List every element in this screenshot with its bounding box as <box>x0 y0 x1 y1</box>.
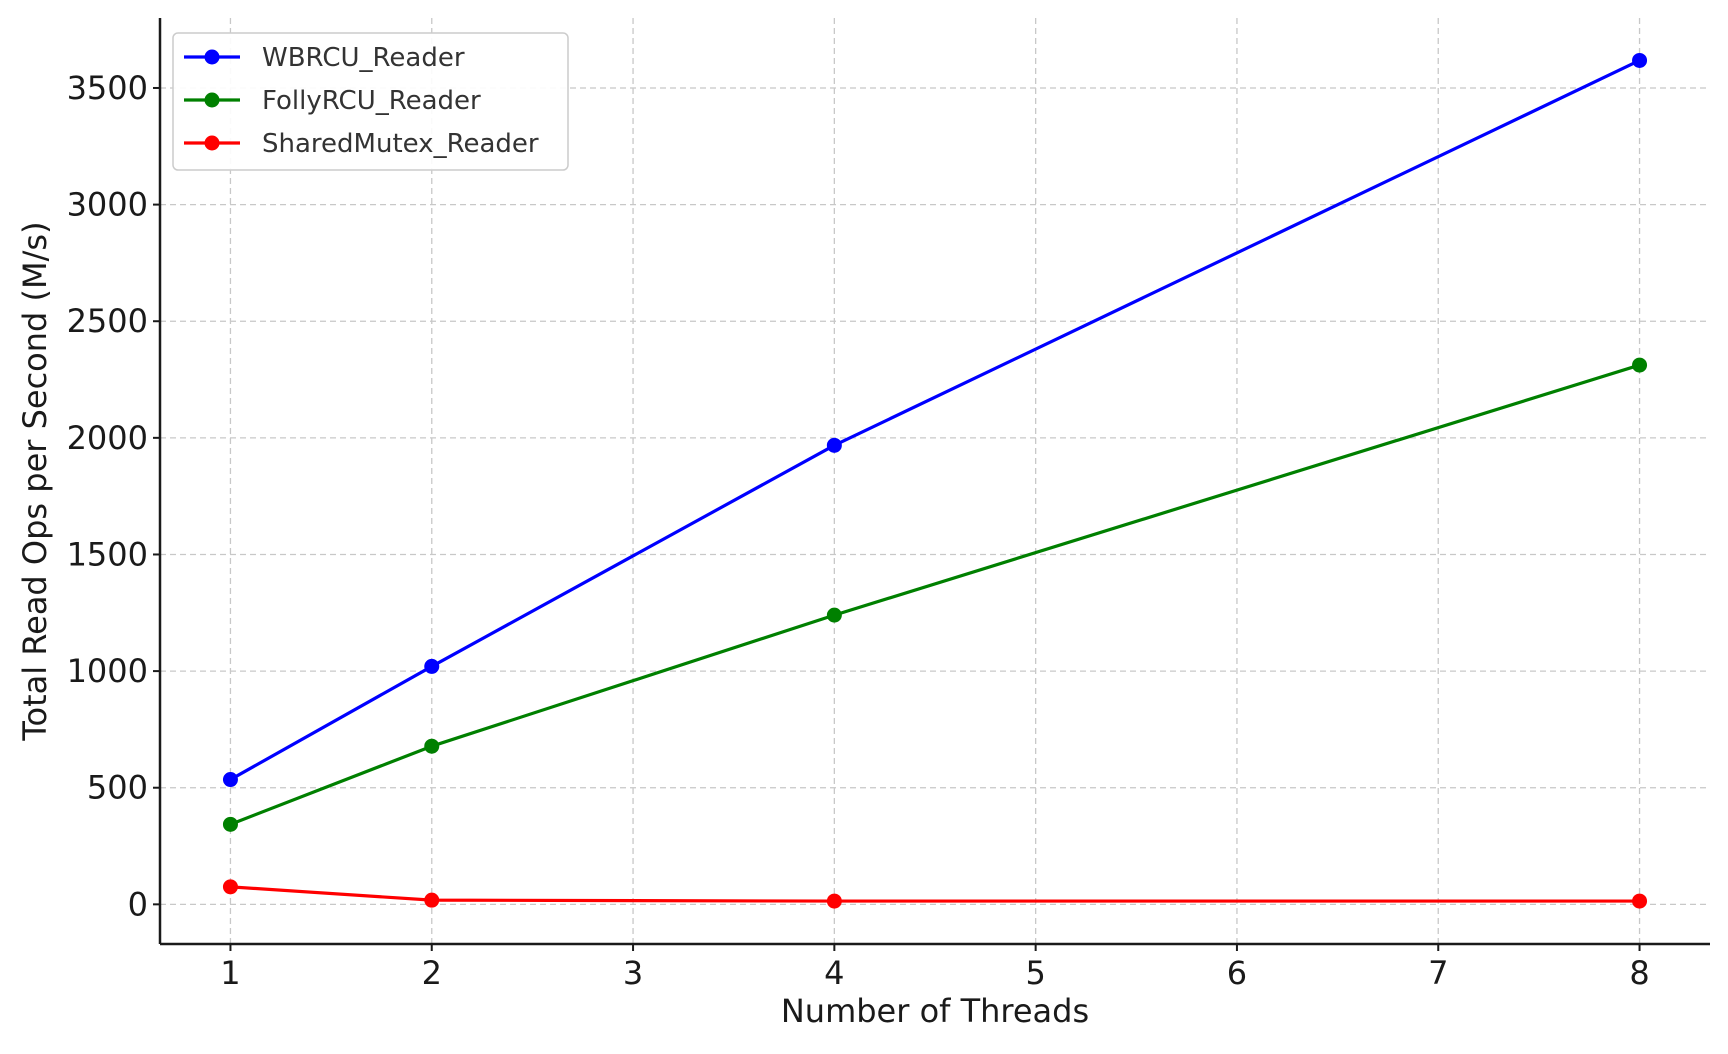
y-tick-label: 3000 <box>67 186 148 224</box>
y-axis-title: Total Read Ops per Second (M/s) <box>16 221 54 741</box>
legend-entry: SharedMutex_Reader <box>184 129 539 159</box>
legend-swatch-marker <box>204 49 220 65</box>
series-group <box>222 357 1648 832</box>
legend-swatch-marker <box>204 92 220 108</box>
data-point <box>1632 893 1648 909</box>
data-point <box>826 893 842 909</box>
y-ticks: 0 500 1000 1500 2000 2500 3000 3500 <box>67 69 160 923</box>
grid <box>160 18 1710 944</box>
legend-entry: WBRCU_Reader <box>184 43 465 73</box>
x-tick-label: 4 <box>824 954 844 992</box>
series-group <box>222 52 1648 788</box>
y-tick-label: 2500 <box>67 302 148 340</box>
legend: WBRCU_Reader FollyRCU_Reader SharedMutex_R… <box>172 32 569 171</box>
y-tick-label: 1500 <box>67 535 148 573</box>
x-tick-label: 5 <box>1025 954 1045 992</box>
axes <box>158 18 1710 946</box>
x-tick-label: 2 <box>422 954 442 992</box>
data-point <box>222 816 238 832</box>
y-tick-label: 1000 <box>67 652 148 690</box>
x-tick-label: 6 <box>1227 954 1247 992</box>
x-ticks: 1 2 3 4 5 6 7 8 <box>220 944 1650 992</box>
data-point <box>1632 357 1648 373</box>
data-point <box>424 738 440 754</box>
y-tick-label: 3500 <box>67 69 148 107</box>
legend-swatch-marker <box>204 135 220 151</box>
legend-label: SharedMutex_Reader <box>262 129 539 159</box>
legend-label: WBRCU_Reader <box>262 43 465 73</box>
legend-box <box>172 32 569 171</box>
series-line <box>230 885 1640 903</box>
x-axis-title: Number of Threads <box>781 992 1089 1030</box>
x-tick-label: 3 <box>623 954 643 992</box>
data-point <box>826 607 842 623</box>
series <box>222 52 1648 909</box>
y-tick-label: 2000 <box>67 419 148 457</box>
data-point <box>826 437 842 453</box>
x-tick-label: 7 <box>1428 954 1448 992</box>
y-tick-label: 0 <box>128 885 148 923</box>
legend-entry: FollyRCU_Reader <box>184 86 481 116</box>
x-tick-label: 8 <box>1629 954 1649 992</box>
data-point <box>424 892 440 908</box>
data-point <box>222 772 238 788</box>
series-group <box>222 879 1648 909</box>
data-point <box>424 658 440 674</box>
series-line <box>229 363 1641 826</box>
y-tick-label: 500 <box>87 769 148 807</box>
series-line <box>229 59 1641 781</box>
legend-label: FollyRCU_Reader <box>262 86 481 116</box>
data-point <box>1632 52 1648 68</box>
data-point <box>222 879 238 895</box>
x-tick-label: 1 <box>220 954 240 992</box>
